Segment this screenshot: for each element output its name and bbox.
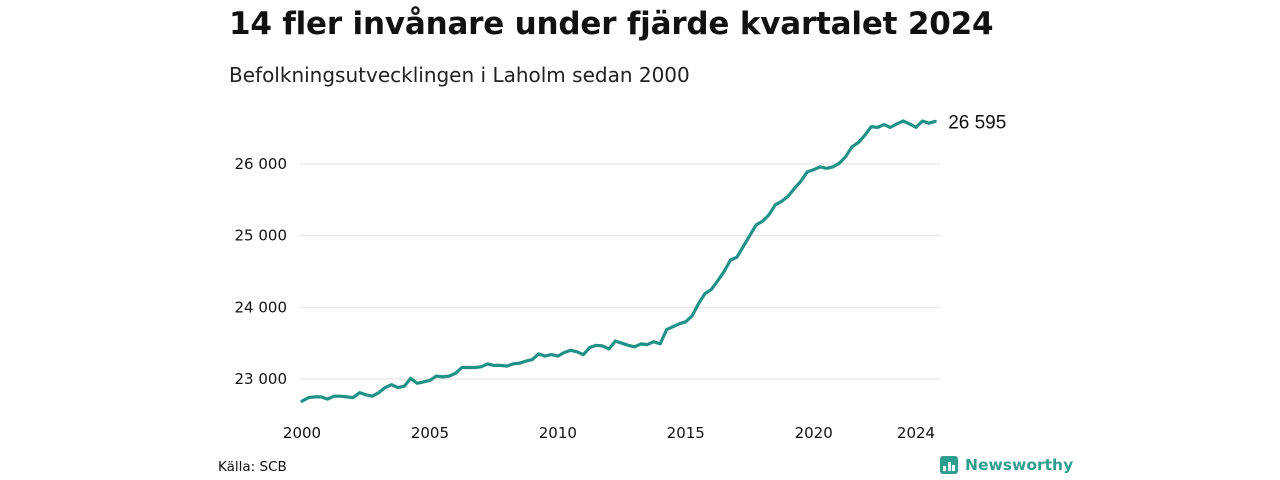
series-line	[300, 119, 937, 403]
bar-chart-icon	[940, 456, 958, 474]
gridlines	[300, 163, 940, 380]
source-note: Källa: SCB	[218, 459, 287, 475]
x-tick-label: 2005	[411, 424, 449, 442]
y-tick-label: 25 000	[235, 227, 288, 245]
chart-subtitle: Befolkningsutvecklingen i Laholm sedan 2…	[229, 63, 690, 87]
x-tick-label: 2020	[795, 424, 833, 442]
brand-logo: Newsworthy	[940, 456, 1073, 474]
y-tick-label: 24 000	[235, 298, 288, 316]
x-tick-label: 2010	[539, 424, 577, 442]
x-tick-label: 2024	[897, 424, 935, 442]
brand-name: Newsworthy	[965, 456, 1074, 474]
x-tick-label: 2015	[667, 424, 705, 442]
x-tick-label: 2000	[283, 424, 321, 442]
series-layer	[300, 119, 937, 403]
y-axis-ticks: 23 000 24 000 25 000 26 000	[235, 155, 288, 388]
end-value-label: 26 595	[948, 112, 1006, 133]
x-axis-ticks: 2000 2005 2010 2015 2020 2024	[283, 424, 935, 442]
y-tick-label: 23 000	[235, 370, 288, 388]
chart-title: 14 fler invånare under fjärde kvartalet …	[229, 6, 994, 42]
y-tick-label: 26 000	[235, 155, 288, 173]
